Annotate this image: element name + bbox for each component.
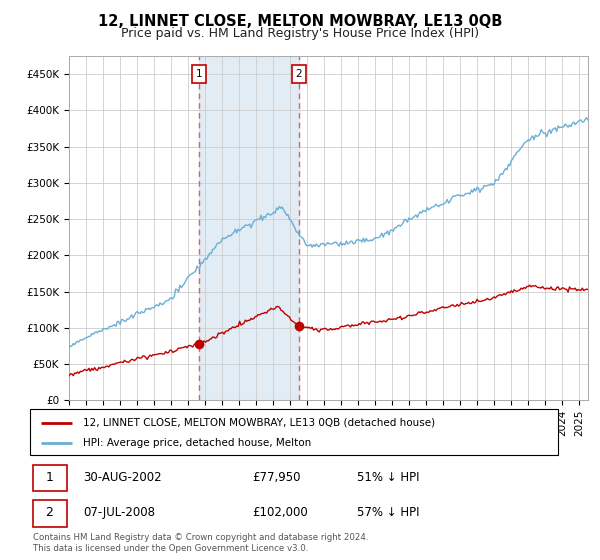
- Text: 57% ↓ HPI: 57% ↓ HPI: [358, 506, 420, 520]
- Text: £102,000: £102,000: [252, 506, 308, 520]
- Bar: [199, 56, 299, 400]
- Text: Contains HM Land Registry data © Crown copyright and database right 2024.
This d: Contains HM Land Registry data © Crown c…: [33, 533, 368, 553]
- Text: 12, LINNET CLOSE, MELTON MOWBRAY, LE13 0QB (detached house): 12, LINNET CLOSE, MELTON MOWBRAY, LE13 0…: [83, 418, 435, 428]
- Text: 30-AUG-2002: 30-AUG-2002: [83, 471, 161, 484]
- Text: Price paid vs. HM Land Registry's House Price Index (HPI): Price paid vs. HM Land Registry's House …: [121, 27, 479, 40]
- Text: 07-JUL-2008: 07-JUL-2008: [83, 506, 155, 520]
- Text: £77,950: £77,950: [252, 471, 300, 484]
- Text: 2: 2: [296, 69, 302, 79]
- Text: 1: 1: [46, 471, 53, 484]
- FancyBboxPatch shape: [30, 409, 558, 455]
- Text: 12, LINNET CLOSE, MELTON MOWBRAY, LE13 0QB: 12, LINNET CLOSE, MELTON MOWBRAY, LE13 0…: [98, 14, 502, 29]
- FancyBboxPatch shape: [32, 465, 67, 491]
- Text: HPI: Average price, detached house, Melton: HPI: Average price, detached house, Melt…: [83, 438, 311, 448]
- Text: 2: 2: [46, 506, 53, 520]
- Text: 1: 1: [196, 69, 203, 79]
- Text: 51% ↓ HPI: 51% ↓ HPI: [358, 471, 420, 484]
- FancyBboxPatch shape: [32, 500, 67, 526]
